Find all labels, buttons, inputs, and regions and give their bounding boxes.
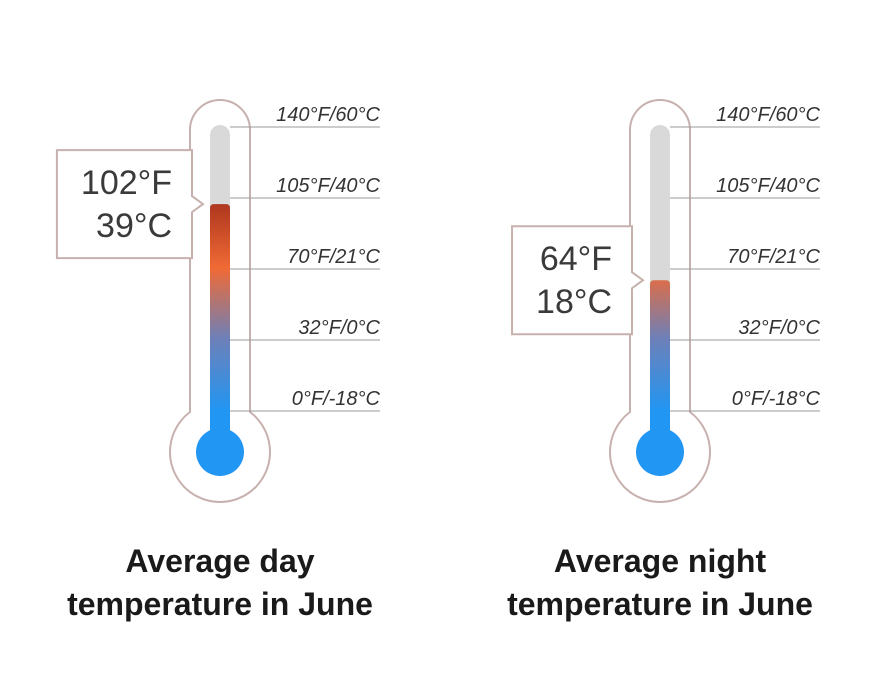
callout (511, 225, 645, 336)
bulb (196, 428, 244, 476)
callout (55, 149, 205, 260)
mercury (650, 280, 670, 452)
chart-title: Average day temperature in June (67, 543, 373, 622)
value-label: 102°F (81, 164, 172, 202)
value-label-celsius: 18°C (536, 283, 612, 321)
bulb (636, 428, 684, 476)
y-tick-label: 32°F/0°C (298, 317, 380, 339)
value-label-celsius: 39°C (96, 207, 172, 245)
y-tick-label: 105°F/40°C (276, 175, 380, 197)
y-tick-label: 105°F/40°C (716, 175, 820, 197)
y-tick-label: 70°F/21°C (287, 246, 380, 268)
y-tick-label: 70°F/21°C (727, 246, 820, 268)
mercury (210, 204, 230, 452)
y-tick-label: 140°F/60°C (716, 104, 820, 126)
chart-title: Average night temperature in June (507, 543, 813, 622)
y-tick-label: 0°F/-18°C (292, 388, 381, 410)
y-tick-label: 32°F/0°C (738, 317, 820, 339)
y-tick-label: 140°F/60°C (276, 104, 380, 126)
value-label: 64°F (540, 240, 612, 278)
y-tick-label: 0°F/-18°C (732, 388, 821, 410)
